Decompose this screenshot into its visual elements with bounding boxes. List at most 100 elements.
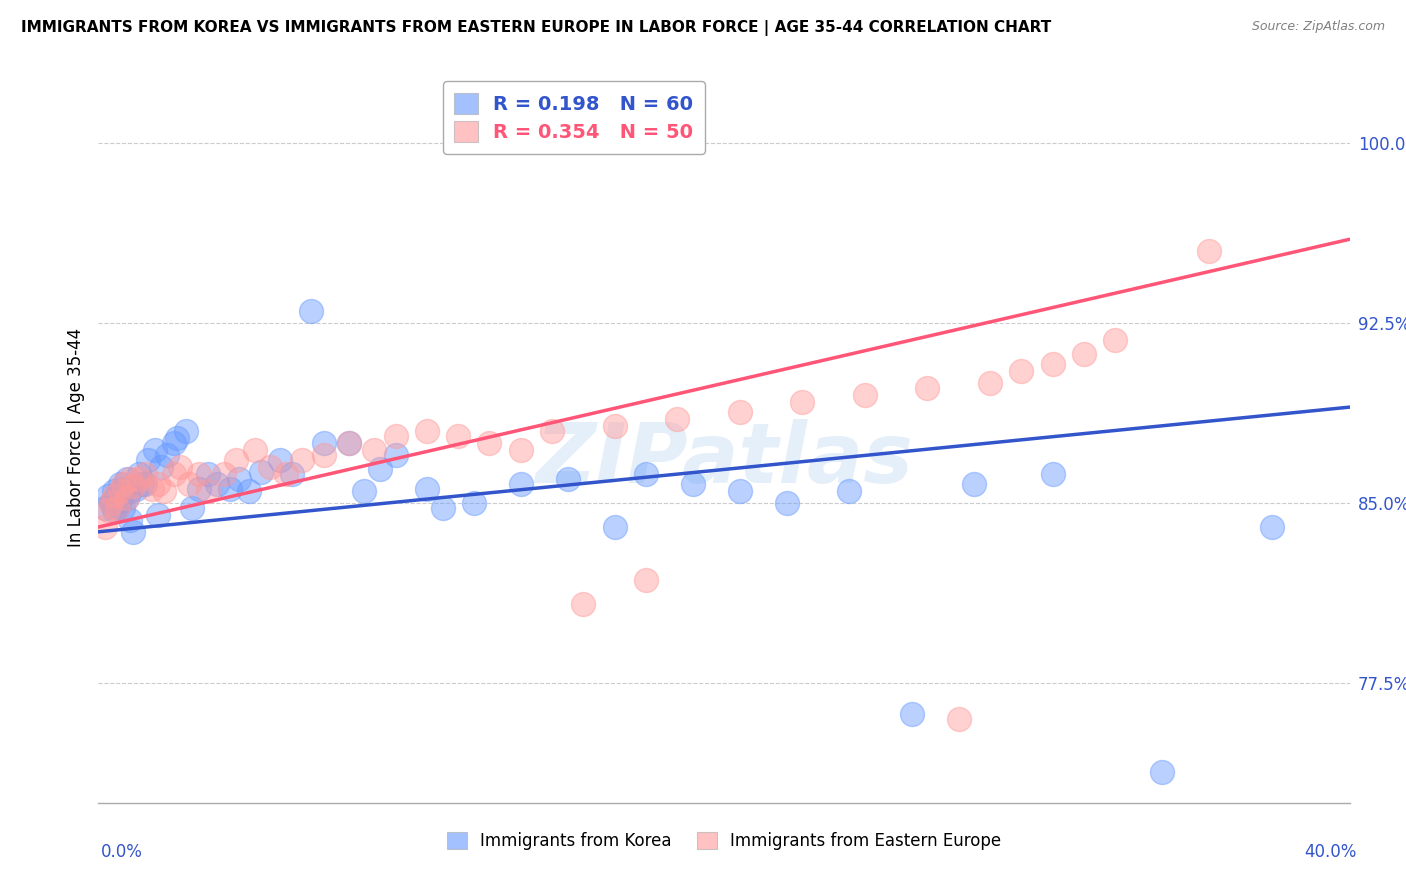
Point — [187, 467, 209, 482]
Point — [509, 443, 531, 458]
Point — [207, 476, 229, 491]
Point — [243, 443, 266, 458]
Point — [900, 707, 922, 722]
Point — [1260, 520, 1282, 534]
Point — [105, 500, 128, 515]
Point — [112, 500, 135, 515]
Point — [776, 496, 799, 510]
Point — [115, 491, 138, 506]
Point — [1042, 467, 1064, 482]
Point — [150, 460, 173, 475]
Point — [100, 496, 122, 510]
Point — [682, 476, 704, 491]
Point — [162, 436, 184, 450]
Text: Source: ZipAtlas.com: Source: ZipAtlas.com — [1251, 20, 1385, 33]
Point — [143, 443, 166, 458]
Point — [138, 453, 160, 467]
Point — [110, 483, 132, 498]
Point — [105, 489, 128, 503]
Point — [128, 472, 150, 486]
Point — [853, 388, 876, 402]
Point — [128, 467, 150, 482]
Point — [259, 460, 281, 475]
Point — [197, 467, 219, 482]
Point — [963, 476, 986, 491]
Point — [146, 508, 169, 522]
Point — [110, 476, 132, 491]
Point — [228, 472, 250, 486]
Point — [121, 524, 143, 539]
Point — [187, 482, 209, 496]
Point — [979, 376, 1001, 391]
Point — [112, 482, 135, 496]
Point — [353, 483, 375, 498]
Point — [141, 482, 163, 496]
Point — [363, 443, 385, 458]
Point — [291, 453, 314, 467]
Point — [509, 476, 531, 491]
Point — [1042, 357, 1064, 371]
Point — [115, 472, 138, 486]
Point — [541, 424, 564, 438]
Point — [384, 429, 406, 443]
Point — [166, 431, 188, 445]
Point — [274, 467, 298, 482]
Point — [838, 483, 860, 498]
Point — [103, 483, 125, 498]
Point — [1010, 364, 1032, 378]
Point — [121, 479, 143, 493]
Text: 0.0%: 0.0% — [101, 843, 143, 861]
Point — [103, 503, 125, 517]
Point — [1073, 347, 1095, 361]
Point — [125, 482, 148, 496]
Point — [312, 436, 335, 450]
Point — [118, 483, 141, 498]
Point — [218, 482, 240, 496]
Point — [634, 573, 657, 587]
Point — [146, 476, 169, 491]
Point — [728, 483, 751, 498]
Point — [572, 597, 595, 611]
Point — [666, 412, 689, 426]
Point — [250, 465, 273, 479]
Point — [337, 436, 360, 450]
Point — [238, 483, 260, 498]
Point — [312, 448, 335, 462]
Point — [463, 496, 485, 510]
Point — [416, 424, 439, 438]
Point — [131, 476, 153, 491]
Point — [225, 453, 247, 467]
Point — [110, 493, 132, 508]
Text: IMMIGRANTS FROM KOREA VS IMMIGRANTS FROM EASTERN EUROPE IN LABOR FORCE | AGE 35-: IMMIGRANTS FROM KOREA VS IMMIGRANTS FROM… — [21, 20, 1052, 36]
Point — [269, 453, 291, 467]
Point — [153, 483, 176, 498]
Point — [100, 496, 122, 510]
Point — [728, 405, 751, 419]
Point — [156, 448, 179, 462]
Point — [299, 304, 322, 318]
Point — [169, 460, 191, 475]
Point — [97, 503, 120, 517]
Point — [174, 424, 197, 438]
Point — [634, 467, 657, 482]
Point — [416, 482, 439, 496]
Point — [93, 500, 115, 515]
Point — [103, 489, 125, 503]
Point — [917, 381, 939, 395]
Text: ZIPatlas: ZIPatlas — [536, 418, 912, 500]
Point — [115, 491, 138, 506]
Point — [447, 429, 470, 443]
Point — [97, 489, 120, 503]
Point — [179, 476, 201, 491]
Point — [134, 467, 156, 482]
Point — [603, 419, 626, 434]
Point — [118, 513, 141, 527]
Point — [118, 472, 141, 486]
Point — [948, 712, 970, 726]
Point — [792, 395, 814, 409]
Point — [557, 472, 579, 486]
Legend: Immigrants from Korea, Immigrants from Eastern Europe: Immigrants from Korea, Immigrants from E… — [437, 822, 1011, 860]
Point — [1104, 333, 1126, 347]
Point — [105, 500, 128, 515]
Point — [112, 476, 135, 491]
